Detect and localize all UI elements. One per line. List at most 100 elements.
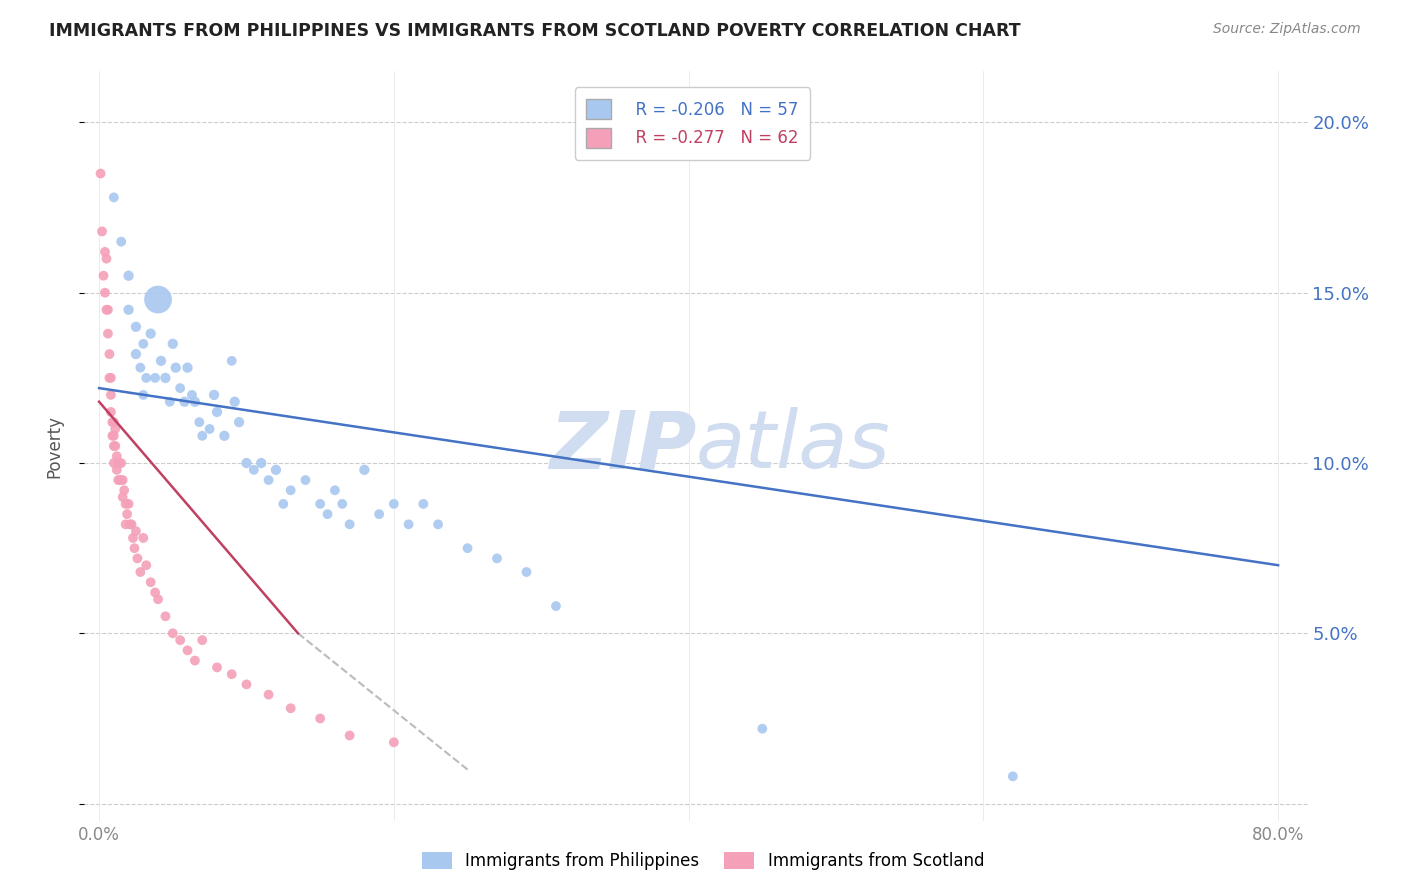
Point — [257, 688, 280, 702]
Point — [457, 541, 479, 556]
Text: ZIP: ZIP — [548, 407, 696, 485]
Point — [122, 531, 145, 545]
Point — [382, 735, 405, 749]
Point — [97, 302, 120, 317]
Point — [114, 497, 136, 511]
Point — [107, 473, 129, 487]
Point — [191, 633, 214, 648]
Text: Source: ZipAtlas.com: Source: ZipAtlas.com — [1213, 22, 1361, 37]
Point — [544, 599, 567, 613]
Point — [93, 268, 115, 283]
Point — [132, 531, 155, 545]
Point — [339, 729, 361, 743]
Point — [146, 293, 169, 307]
Text: IMMIGRANTS FROM PHILIPPINES VS IMMIGRANTS FROM SCOTLAND POVERTY CORRELATION CHAR: IMMIGRANTS FROM PHILIPPINES VS IMMIGRANT… — [49, 22, 1021, 40]
Point — [155, 371, 177, 385]
Point — [100, 388, 122, 402]
Point — [103, 456, 125, 470]
Point — [115, 507, 138, 521]
Point — [146, 592, 169, 607]
Point — [125, 347, 148, 361]
Point — [121, 517, 143, 532]
Point — [132, 336, 155, 351]
Point — [127, 551, 149, 566]
Point — [309, 497, 332, 511]
Text: atlas: atlas — [696, 407, 891, 485]
Point — [150, 354, 173, 368]
Point — [135, 371, 157, 385]
Point — [184, 394, 207, 409]
Point — [316, 507, 339, 521]
Point — [353, 463, 375, 477]
Point — [250, 456, 273, 470]
Point — [382, 497, 405, 511]
Point — [105, 449, 128, 463]
Point — [110, 473, 132, 487]
Point — [129, 565, 152, 579]
Point — [181, 388, 204, 402]
Point — [94, 244, 117, 259]
Point — [173, 394, 195, 409]
Point — [165, 360, 187, 375]
Point — [188, 415, 211, 429]
Point — [110, 456, 132, 470]
Point — [280, 701, 302, 715]
Point — [125, 319, 148, 334]
Point — [105, 463, 128, 477]
Point — [221, 354, 243, 368]
Point — [96, 252, 118, 266]
Point — [135, 558, 157, 573]
Point — [111, 490, 134, 504]
Point — [107, 456, 129, 470]
Point — [169, 633, 191, 648]
Point — [176, 360, 198, 375]
Point — [751, 722, 773, 736]
Point — [264, 463, 287, 477]
Point — [280, 483, 302, 498]
Y-axis label: Poverty: Poverty — [45, 415, 63, 477]
Point — [273, 497, 295, 511]
Point — [104, 422, 127, 436]
Point — [330, 497, 353, 511]
Point — [104, 439, 127, 453]
Point — [100, 371, 122, 385]
Point — [198, 422, 221, 436]
Point — [100, 405, 122, 419]
Point — [155, 609, 177, 624]
Point — [96, 302, 118, 317]
Point — [214, 429, 236, 443]
Point — [323, 483, 346, 498]
Point — [97, 326, 120, 341]
Point — [117, 497, 139, 511]
Point — [110, 235, 132, 249]
Point — [101, 415, 124, 429]
Point — [124, 541, 146, 556]
Point — [294, 473, 316, 487]
Point — [339, 517, 361, 532]
Point — [224, 394, 246, 409]
Point — [412, 497, 434, 511]
Point — [139, 326, 162, 341]
Point — [159, 394, 181, 409]
Point — [98, 371, 121, 385]
Point — [205, 660, 228, 674]
Point — [205, 405, 228, 419]
Point — [221, 667, 243, 681]
Point — [169, 381, 191, 395]
Point — [515, 565, 537, 579]
Point — [94, 285, 117, 300]
Point — [98, 347, 121, 361]
Point — [398, 517, 420, 532]
Point — [184, 654, 207, 668]
Point — [162, 626, 184, 640]
Point — [111, 473, 134, 487]
Point — [309, 711, 332, 725]
Point — [243, 463, 266, 477]
Point — [117, 268, 139, 283]
Point — [368, 507, 391, 521]
Point — [114, 517, 136, 532]
Legend: Immigrants from Philippines, Immigrants from Scotland: Immigrants from Philippines, Immigrants … — [415, 845, 991, 877]
Point — [1001, 769, 1024, 783]
Point — [118, 517, 141, 532]
Point — [143, 585, 166, 599]
